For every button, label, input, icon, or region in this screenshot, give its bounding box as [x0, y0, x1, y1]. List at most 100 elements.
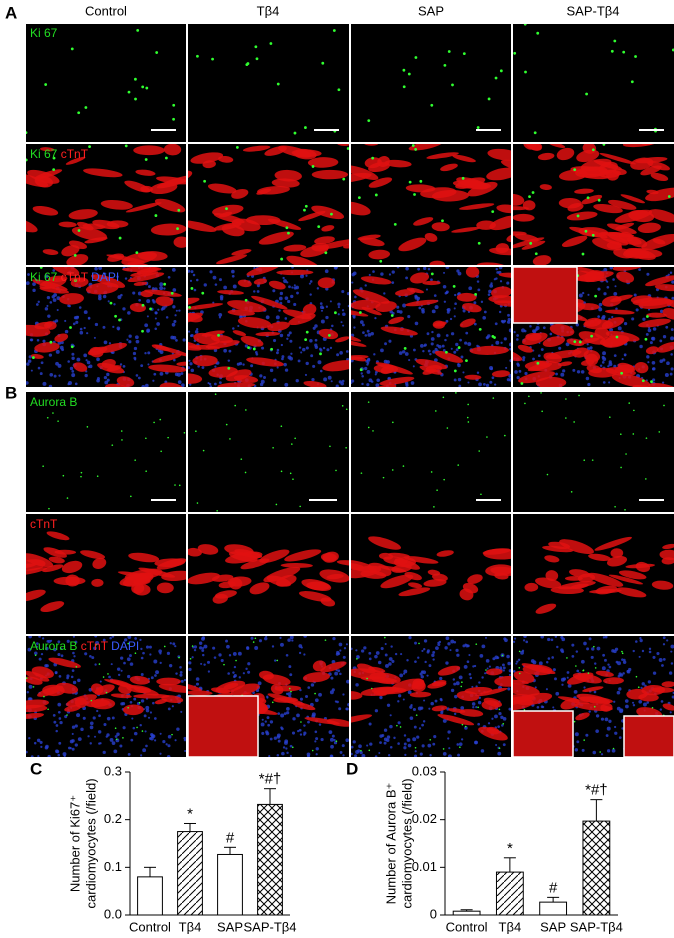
- nucleus: [283, 279, 287, 283]
- marker: [430, 103, 434, 107]
- nucleus: [85, 359, 88, 362]
- myocyte: [40, 601, 65, 613]
- nucleus: [566, 671, 570, 674]
- myocyte: [326, 718, 349, 727]
- nucleus: [212, 301, 215, 304]
- micrograph: [26, 24, 186, 142]
- marker: [447, 50, 451, 53]
- nucleus: [632, 649, 635, 653]
- nucleus: [144, 352, 147, 355]
- nucleus: [266, 695, 269, 698]
- myocyte: [605, 367, 636, 377]
- myocyte: [411, 680, 426, 693]
- nucleus: [576, 740, 580, 744]
- nucleus: [462, 371, 465, 374]
- nucleus: [453, 712, 457, 716]
- nucleus: [30, 369, 33, 372]
- channel-label: cTnT: [30, 517, 58, 531]
- marker: [570, 491, 573, 493]
- nucleus: [94, 267, 98, 271]
- annotation: *: [507, 840, 513, 857]
- nucleus: [45, 744, 49, 749]
- nucleus: [296, 713, 300, 718]
- nucleus: [372, 270, 375, 273]
- nucleus: [651, 336, 656, 341]
- nucleus: [507, 313, 510, 317]
- nucleus: [71, 373, 76, 378]
- nucleus: [403, 746, 407, 750]
- nucleus: [167, 744, 171, 748]
- marker: [461, 176, 465, 180]
- nucleus: [68, 746, 71, 750]
- micrograph: [188, 392, 349, 512]
- nucleus: [453, 378, 457, 382]
- myocyte: [188, 547, 202, 557]
- nucleus: [391, 281, 395, 285]
- nucleus: [422, 670, 427, 675]
- myocyte: [611, 373, 651, 387]
- marker: [321, 61, 325, 65]
- marker: [153, 421, 155, 424]
- nucleus: [460, 706, 465, 710]
- marker: [633, 409, 635, 412]
- nucleus: [516, 338, 519, 341]
- nucleus: [218, 316, 222, 319]
- nucleus: [366, 363, 369, 366]
- nucleus: [368, 657, 372, 661]
- myocyte: [513, 231, 527, 236]
- nucleus: [316, 287, 320, 290]
- nucleus: [347, 702, 349, 707]
- marker: [304, 338, 308, 342]
- nucleus: [276, 366, 279, 369]
- nucleus: [72, 322, 76, 326]
- nucleus: [635, 640, 638, 643]
- nucleus: [457, 271, 462, 276]
- marker: [366, 677, 368, 680]
- nucleus: [218, 653, 222, 657]
- nucleus: [56, 308, 59, 312]
- nucleus: [102, 325, 106, 329]
- myocyte: [351, 309, 369, 317]
- marker: [32, 686, 35, 688]
- nucleus: [96, 709, 99, 713]
- marker: [124, 144, 128, 148]
- nucleus: [307, 686, 311, 689]
- micrograph-content: [351, 536, 511, 601]
- myocyte: [351, 691, 363, 700]
- nucleus: [77, 678, 81, 683]
- marker: [345, 408, 348, 411]
- nucleus: [502, 663, 505, 667]
- nucleus: [250, 364, 254, 368]
- nucleus: [54, 671, 58, 675]
- marker: [443, 63, 447, 67]
- annotation: *#†: [585, 782, 608, 799]
- y-axis-label: Number of Aurora B⁺: [383, 783, 398, 905]
- marker: [459, 746, 461, 748]
- nucleus: [286, 337, 289, 340]
- nucleus: [263, 375, 267, 379]
- nucleus: [137, 376, 141, 380]
- nucleus: [335, 652, 339, 656]
- myocyte: [513, 695, 532, 707]
- marker: [178, 484, 181, 487]
- nucleus: [581, 748, 585, 752]
- nucleus: [355, 683, 359, 687]
- nucleus: [621, 658, 624, 661]
- nucleus: [314, 324, 318, 328]
- marker: [645, 437, 648, 439]
- nucleus: [347, 304, 349, 308]
- nucleus: [293, 284, 296, 287]
- myocyte: [51, 267, 80, 277]
- myocyte: [26, 324, 51, 337]
- marker: [494, 76, 498, 80]
- nucleus: [232, 671, 235, 674]
- marker: [452, 285, 456, 288]
- nucleus: [515, 662, 518, 665]
- nucleus: [172, 305, 176, 309]
- nucleus: [540, 636, 545, 639]
- nucleus: [363, 646, 367, 650]
- myocyte: [610, 548, 624, 558]
- marker: [391, 469, 394, 471]
- nucleus: [258, 639, 262, 643]
- myocyte: [650, 172, 669, 182]
